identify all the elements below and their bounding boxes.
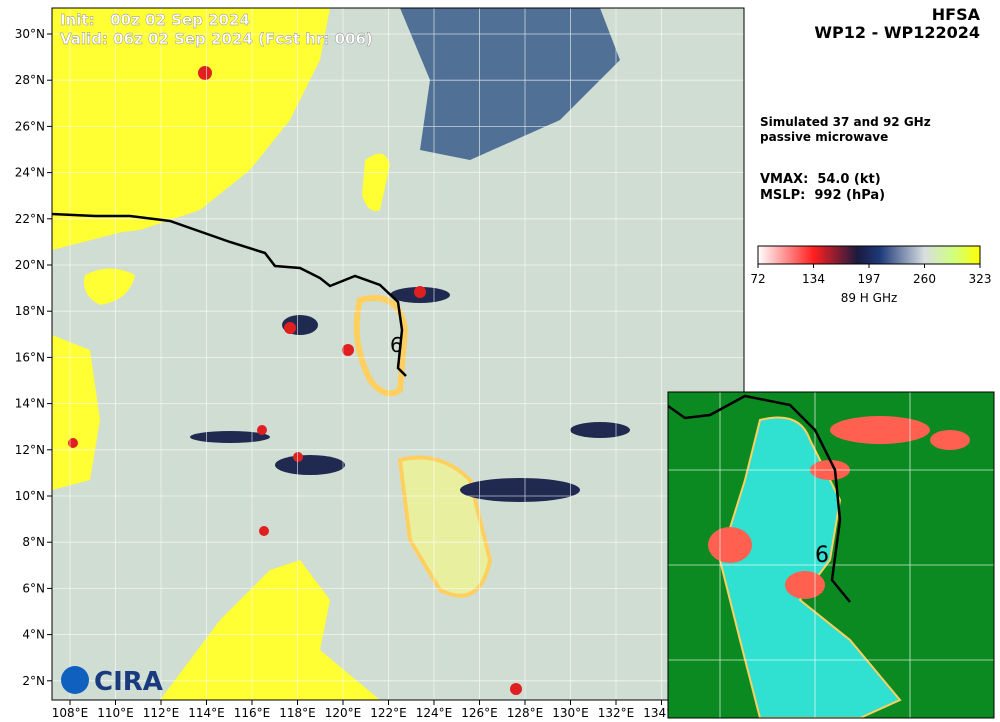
lon-label: 130°E [552,706,589,720]
lon-label: 110°E [97,706,134,720]
lat-label: 10°N [15,489,45,503]
lat-label: 16°N [15,350,45,364]
lat-label: 28°N [15,73,45,87]
lon-label: 114°E [188,706,225,720]
lat-label: 18°N [15,304,45,318]
colorbar-tick-label: 134 [802,272,825,286]
storm-id: WP12 - WP122024 [814,23,980,42]
lat-label: 8°N [22,535,45,549]
lat-label: 20°N [15,258,45,272]
lat-label: 6°N [22,581,45,595]
lon-label: 124°E [416,706,453,720]
noaa-logo [61,666,89,694]
product-line: Simulated 37 and 92 GHz [760,115,931,129]
lat-label: 12°N [15,443,45,457]
lon-label: 116°E [234,706,271,720]
valid-time: Valid: 06z 02 Sep 2024 (Fcst hr: 006) [60,30,373,48]
lat-label: 2°N [22,674,45,688]
lon-label: 112°E [143,706,180,720]
cira-logo: CIRA [94,667,163,697]
map-frame [51,7,745,701]
lon-label: 128°E [507,706,544,720]
lat-label: 30°N [15,27,45,41]
lat-label: 22°N [15,212,45,226]
colorbar-label: 89 H GHz [841,291,898,305]
mslp: MSLP: 992 (hPa) [760,188,885,203]
init-time: Init: 00z 02 Sep 2024 [60,11,250,29]
track-label: 6 [390,333,403,357]
lon-label: 132°E [598,706,635,720]
lat-label: 26°N [15,119,45,133]
colorbar-tick-label: 72 [750,272,765,286]
map: 6 Init: 00z 02 Sep 2024 Valid: 06z 02 Se… [52,8,744,700]
lon-label: 108°E [52,706,89,720]
lat-label: 4°N [22,628,45,642]
lon-label: 118°E [279,706,316,720]
inset-track-label: 6 [815,543,829,568]
lat-label: 14°N [15,397,45,411]
colorbar-tick-label: 260 [913,272,936,286]
lat-label: 24°N [15,166,45,180]
inset-frame [667,391,995,719]
colorbar-tick-label: 197 [858,272,881,286]
vmax: VMAX: 54.0 (kt) [760,172,881,187]
lon-label: 126°E [461,706,498,720]
colorbar-tick-label: 323 [969,272,992,286]
lon-label: 120°E [325,706,362,720]
inset-map: 6 [668,392,994,718]
product-line: passive microwave [760,130,888,144]
colorbar [757,245,981,265]
model: HFSA [932,5,981,24]
lon-label: 122°E [370,706,407,720]
